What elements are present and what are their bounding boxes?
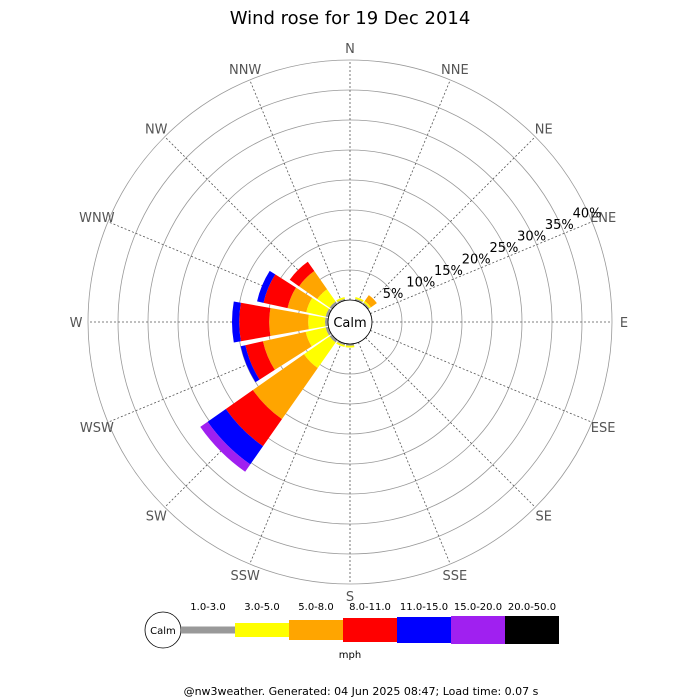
wind-bar-sw-3 [225, 390, 282, 447]
wind-bar-w-2 [269, 307, 309, 337]
grid-spoke [358, 342, 451, 565]
wind-bar-nw-1 [317, 289, 336, 308]
direction-label: SW [146, 510, 167, 525]
ring-label: 35% [545, 218, 574, 233]
ring-labels: 5%10%15%20%25%30%35%40% [383, 207, 602, 302]
wind-bar-nw-0 [329, 301, 338, 310]
footer-text: @nw3weather. Generated: 04 Jun 2025 08:4… [184, 685, 539, 698]
wind-bar-wnw-0 [325, 308, 332, 318]
wind-bar-wnw-1 [306, 297, 329, 317]
wind-bar-w-3 [239, 302, 271, 342]
legend-speed-label: 5.0-8.0 [298, 602, 333, 613]
wind-bar-sw-4 [207, 408, 264, 465]
wind-bar-nnw-0 [337, 298, 346, 304]
ring-label: 10% [406, 276, 435, 291]
legend-swatch-1 [235, 623, 289, 637]
direction-label: SE [536, 510, 552, 525]
direction-label: ENE [590, 211, 616, 226]
ring-label: 5% [383, 287, 404, 302]
direction-label: WSW [80, 421, 114, 436]
wind-bar-w-1 [308, 314, 326, 330]
direction-label: SSE [442, 569, 467, 584]
ring-label: 30% [517, 230, 546, 245]
direction-label: NW [145, 122, 168, 137]
wind-bar-wsw-1 [305, 327, 329, 347]
direction-label: NNE [441, 63, 469, 78]
wind-bar-w-0 [325, 317, 329, 327]
wind-bars [200, 261, 377, 472]
wind-bar-nnw-1 [336, 297, 345, 302]
direction-label: S [346, 590, 354, 605]
direction-labels: N NNE NE ENE E ESE SE SSE S SSW SW WSW W WNW NW NNW [70, 42, 629, 605]
legend-speed-label: 1.0-3.0 [190, 602, 225, 613]
chart-title: Wind rose for 19 Dec 2014 [230, 8, 471, 29]
wind-bar-wsw-3 [245, 341, 275, 380]
wind-bar-wnw-4 [257, 270, 276, 303]
wind-bar-ne-1 [363, 301, 371, 309]
legend-swatch-2 [289, 620, 343, 640]
ring-label: 40% [573, 207, 602, 222]
legend-calm-label: Calm [150, 626, 176, 637]
ring-label: 15% [434, 264, 463, 279]
legend-swatch-5 [451, 616, 505, 644]
wind-bar-ssw-1 [336, 342, 345, 347]
legend-swatch-0 [181, 626, 235, 634]
grid-spoke [358, 79, 451, 302]
legend: Calm 1.0-3.0 3.0-5.0 5.0-8.0 8.0-11.0 11.0-15… [144, 602, 559, 661]
legend-speed-label: 15.0-20.0 [454, 602, 502, 613]
grid-spoke [370, 221, 593, 314]
wind-bar-sw-1 [303, 336, 336, 369]
grid-spoke [365, 136, 536, 307]
legend-swatch-6 [505, 616, 559, 644]
legend-swatch-3 [343, 618, 397, 642]
wind-bar-nne-1 [355, 297, 364, 302]
grid-spoke [370, 330, 593, 423]
wind-bar-ne-0 [362, 302, 370, 310]
grid-spoke [249, 79, 342, 302]
direction-label: SSW [230, 569, 260, 584]
grid-spoke [249, 342, 342, 565]
wind-bar-nne-0 [354, 298, 363, 304]
ring-label: 20% [462, 253, 491, 268]
legend-speed-label: 20.0-50.0 [508, 602, 556, 613]
direction-label: ESE [591, 421, 616, 436]
wind-bar-wsw-4 [240, 345, 260, 383]
calm-circle [327, 299, 373, 345]
direction-label: E [620, 316, 628, 331]
calm-center: Calm [327, 299, 373, 345]
legend-swatch-4 [397, 617, 451, 643]
wind-bar-ne-2 [364, 295, 377, 308]
direction-label: NE [535, 122, 553, 137]
wind-bar-ssw-0 [337, 340, 346, 346]
grid-ring [87, 59, 613, 585]
wind-bar-wsw-2 [262, 331, 312, 370]
wind-bar-sw-0 [329, 334, 338, 343]
direction-label: NNW [229, 63, 261, 78]
grid-spoke [365, 337, 536, 508]
legend-speed-label: 8.0-11.0 [349, 602, 391, 613]
ring-label: 25% [489, 241, 518, 256]
legend-unit: mph [339, 650, 361, 661]
legend-speed-label: 3.0-5.0 [244, 602, 279, 613]
legend-speed-label: 11.0-15.0 [400, 602, 448, 613]
calm-label: Calm [333, 316, 366, 331]
wind-bar-wsw-0 [325, 326, 332, 336]
wind-bar-wnw-3 [263, 274, 297, 309]
direction-label: N [345, 42, 355, 57]
wind-bar-w-4 [232, 301, 241, 343]
wind-bar-sw-5 [200, 421, 251, 472]
wind-bar-s-1 [345, 345, 355, 348]
wind-bar-nw-2 [299, 271, 328, 300]
wind-bar-sw-2 [252, 354, 318, 420]
wind-bar-nw-3 [289, 261, 315, 287]
wind-bar-wnw-2 [287, 287, 313, 313]
direction-label: WNW [79, 211, 115, 226]
direction-label: W [70, 316, 83, 331]
